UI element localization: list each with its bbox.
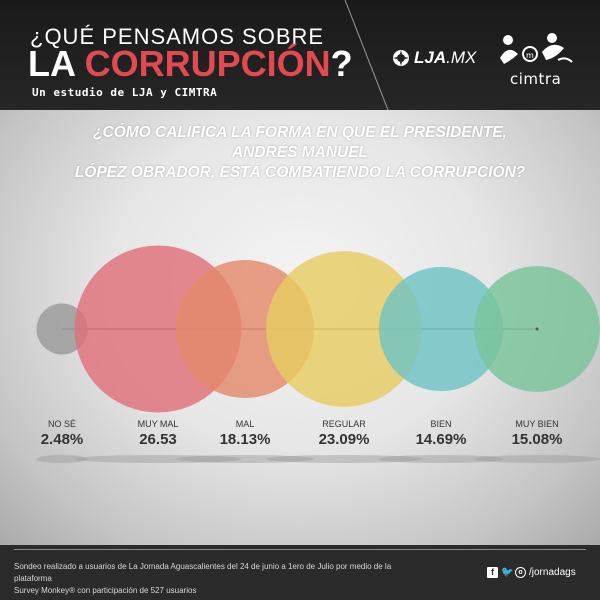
footer-note-line2: Survey Monkey® con participación de 527 …	[14, 586, 197, 595]
cimtra-logo-text: cimtra	[510, 70, 562, 88]
category-label: MUY BIEN	[515, 419, 558, 429]
footer-divider	[14, 549, 586, 550]
social-handle[interactable]: /jornadags	[529, 567, 576, 578]
bubble-shadow	[36, 455, 88, 463]
subtitle: Un estudio de LJA y CIMTRA	[32, 86, 218, 99]
axis-end-dot	[535, 327, 539, 331]
value-label: 2.48%	[41, 431, 84, 448]
title-question-mark: ?	[330, 43, 353, 84]
question-line2: LÓPEZ OBRADOR, ESTÁ COMBATIENDO LA CORRU…	[74, 164, 526, 181]
title-line2-prefix: LA	[28, 43, 85, 84]
value-label: 23.09%	[319, 431, 370, 448]
value-label: 15.08%	[512, 431, 563, 448]
lja-logo: LJA .MX	[392, 48, 476, 68]
title-line1: ¿QUÉ PENSAMOS SOBRE	[30, 24, 325, 49]
cimtra-logo: m cimtra	[496, 30, 576, 90]
bubble-0	[36, 303, 88, 355]
cimtra-figures-icon: m	[500, 33, 573, 64]
bubble-shadow	[266, 455, 422, 463]
lja-logo-light: .MX	[446, 48, 477, 67]
lja-gear-icon	[393, 50, 409, 66]
footer	[0, 545, 600, 600]
header-slash	[344, 0, 389, 110]
title-line2: LA CORRUPCIÓN?	[28, 44, 353, 84]
category-label: MAL	[236, 419, 255, 429]
category-label: BIEN	[430, 419, 451, 429]
bubble-shadow	[474, 455, 600, 463]
twitter-icon[interactable]: 🐦	[501, 567, 514, 578]
facebook-icon[interactable]: f	[487, 567, 498, 578]
bubble-shadow	[74, 455, 242, 463]
title-highlight: CORRUPCIÓN	[84, 43, 331, 84]
footer-note-line1: Sondeo realizado a usuarios de La Jornad…	[14, 562, 392, 583]
bubble-4	[378, 266, 504, 392]
value-label: 26.53	[139, 431, 177, 448]
value-label: 18.13%	[220, 431, 271, 448]
svg-text:m: m	[526, 51, 534, 60]
lja-logo-bold: LJA	[414, 48, 447, 67]
social-links: f 🐦 o /jornadags	[487, 567, 576, 578]
category-label: MUY MAL	[138, 419, 179, 429]
bubble-chart: NO SÉ 2.48% MUY MAL 26.53 MAL 18.13% REGULAR 23…	[36, 245, 600, 463]
bubble-shadow	[176, 455, 314, 463]
instagram-icon[interactable]: o	[515, 567, 526, 578]
bubble-shadow	[378, 455, 504, 463]
footer-note: Sondeo realizado a usuarios de La Jornad…	[14, 561, 414, 597]
header-band	[0, 0, 600, 110]
category-label: NO SÉ	[48, 419, 76, 429]
value-label: 14.69%	[416, 431, 467, 448]
question-line1: ¿CÓMO CALIFICA LA FORMA EN QUE EL PRESID…	[93, 124, 507, 161]
chart-question: ¿CÓMO CALIFICA LA FORMA EN QUE EL PRESID…	[60, 123, 540, 183]
bubble-3	[266, 251, 422, 407]
category-label: REGULAR	[322, 419, 366, 429]
